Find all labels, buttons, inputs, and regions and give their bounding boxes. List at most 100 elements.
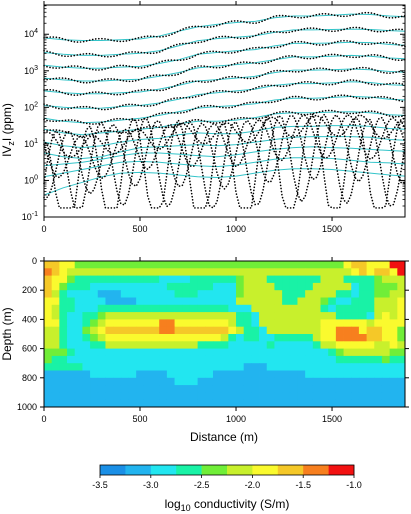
conductivity-cell xyxy=(67,392,76,401)
conductivity-cell xyxy=(105,312,114,320)
conductivity-cell xyxy=(289,348,298,357)
conductivity-cell xyxy=(259,355,268,364)
conductivity-cell xyxy=(113,326,122,335)
conductivity-cell xyxy=(82,392,91,401)
conductivity-cell xyxy=(358,341,367,349)
conductivity-cell xyxy=(151,399,160,408)
conductivity-cell xyxy=(105,392,114,401)
conductivity-cell xyxy=(128,304,137,313)
conductivity-cell xyxy=(343,399,352,408)
conductivity-cell xyxy=(197,341,206,349)
conductivity-cell xyxy=(143,334,152,342)
conductivity-cell xyxy=(197,355,206,364)
conductivity-cell xyxy=(212,377,222,386)
conductivity-cell xyxy=(335,385,344,393)
conductivity-cell xyxy=(343,261,352,269)
conductivity-cell xyxy=(282,304,291,313)
conductivity-cell xyxy=(97,334,106,342)
conductivity-cell xyxy=(289,268,298,276)
conductivity-cell xyxy=(90,290,99,298)
model-curve xyxy=(43,81,406,109)
conductivity-cell xyxy=(189,326,199,335)
conductivity-cell xyxy=(228,348,237,357)
model-curve xyxy=(43,28,406,56)
conductivity-cell xyxy=(274,297,283,306)
conductivity-cell xyxy=(182,268,191,276)
conductivity-cell xyxy=(113,377,122,386)
conductivity-cell xyxy=(328,363,337,371)
conductivity-cell xyxy=(136,304,145,313)
conductivity-cell xyxy=(381,290,391,298)
conductivity-cell xyxy=(220,334,229,342)
conductivity-cell xyxy=(243,348,252,357)
conductivity-cell xyxy=(128,268,137,276)
conductivity-cell xyxy=(174,290,183,298)
conductivity-cell xyxy=(136,312,145,320)
conductivity-cell xyxy=(305,363,314,371)
conductivity-cell xyxy=(212,282,222,291)
model-curve xyxy=(43,41,406,69)
conductivity-cell xyxy=(159,326,168,335)
conductivity-cell xyxy=(44,355,53,364)
conductivity-cell xyxy=(182,312,191,320)
conductivity-cell xyxy=(251,363,260,371)
conductivity-cell xyxy=(182,275,191,284)
conductivity-cell xyxy=(374,355,383,364)
conductivity-cell xyxy=(143,326,152,335)
conductivity-cell xyxy=(151,334,160,342)
conductivity-cell xyxy=(113,319,122,328)
conductivity-cell xyxy=(389,341,398,349)
conductivity-cell xyxy=(289,326,298,335)
conductivity-cell xyxy=(259,392,268,401)
conductivity-cell xyxy=(397,385,406,393)
conductivity-cell xyxy=(143,282,152,291)
conductivity-cell xyxy=(282,282,291,291)
conductivity-cell xyxy=(312,370,321,379)
conductivity-cell xyxy=(212,304,222,313)
conductivity-cell xyxy=(212,392,222,401)
conductivity-cell xyxy=(174,304,183,313)
conductivity-cell xyxy=(120,312,129,320)
conductivity-cell xyxy=(44,399,53,408)
conductivity-cell xyxy=(136,385,145,393)
conductivity-cell xyxy=(174,312,183,320)
conductivity-cell xyxy=(44,290,53,298)
conductivity-cell xyxy=(243,341,252,349)
conductivity-cell xyxy=(251,304,260,313)
conductivity-cell xyxy=(120,392,129,401)
conductivity-cell xyxy=(397,261,406,269)
conductivity-cell xyxy=(166,334,175,342)
bottom-x-tick-label: 0 xyxy=(41,414,46,424)
conductivity-cell xyxy=(282,334,291,342)
top-y-tick-label: 101 xyxy=(24,138,38,149)
conductivity-cell xyxy=(312,304,321,313)
conductivity-cell xyxy=(182,377,191,386)
conductivity-cell xyxy=(266,399,275,408)
conductivity-cell xyxy=(59,319,68,328)
conductivity-cell xyxy=(113,304,122,313)
conductivity-cell xyxy=(90,341,99,349)
conductivity-cell xyxy=(282,377,291,386)
conductivity-cell xyxy=(44,319,53,328)
conductivity-cell xyxy=(151,341,160,349)
conductivity-cell xyxy=(67,326,76,335)
conductivity-cell xyxy=(82,385,91,393)
conductivity-cell xyxy=(159,341,168,349)
conductivity-cell xyxy=(397,312,406,320)
conductivity-cell xyxy=(381,326,391,335)
conductivity-cell xyxy=(220,268,229,276)
conductivity-cell xyxy=(289,355,298,364)
conductivity-cell xyxy=(381,341,391,349)
conductivity-cell xyxy=(113,370,122,379)
conductivity-cell xyxy=(366,377,375,386)
conductivity-cell xyxy=(259,341,268,349)
conductivity-cell xyxy=(51,341,60,349)
conductivity-cell xyxy=(212,385,222,393)
conductivity-cell xyxy=(205,341,214,349)
conductivity-cell xyxy=(74,355,83,364)
conductivity-cell xyxy=(174,363,183,371)
top-x-ticks: 0 500 1000 1500 xyxy=(41,1,342,234)
conductivity-cell xyxy=(366,399,375,408)
conductivity-cell xyxy=(51,326,60,335)
conductivity-cell xyxy=(67,399,76,408)
